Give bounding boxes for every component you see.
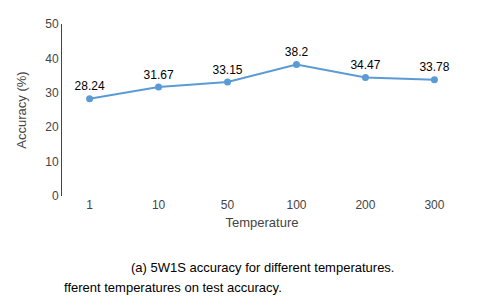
svg-text:1: 1 xyxy=(86,198,93,212)
svg-text:31.67: 31.67 xyxy=(144,68,174,82)
svg-text:300: 300 xyxy=(424,198,444,212)
svg-text:Accuracy (%): Accuracy (%) xyxy=(14,71,29,148)
svg-text:10: 10 xyxy=(152,198,166,212)
svg-text:33.15: 33.15 xyxy=(213,63,243,77)
svg-text:38.2: 38.2 xyxy=(285,45,309,59)
svg-text:Temperature: Temperature xyxy=(226,215,299,230)
svg-text:50: 50 xyxy=(221,198,235,212)
svg-text:50: 50 xyxy=(45,17,59,31)
svg-text:(a) 5W1S accuracy for differen: (a) 5W1S accuracy for different temperat… xyxy=(131,260,394,275)
svg-text:200: 200 xyxy=(355,198,375,212)
svg-text:fferent temperatures on test a: fferent temperatures on test accuracy. xyxy=(64,280,282,295)
svg-text:100: 100 xyxy=(286,198,306,212)
svg-text:30: 30 xyxy=(45,86,59,100)
svg-text:10: 10 xyxy=(45,155,59,169)
svg-text:28.24: 28.24 xyxy=(75,79,105,93)
svg-text:20: 20 xyxy=(45,120,59,134)
svg-text:34.47: 34.47 xyxy=(350,58,380,72)
svg-text:40: 40 xyxy=(45,52,59,66)
svg-text:33.78: 33.78 xyxy=(419,60,449,74)
svg-text:0: 0 xyxy=(52,189,59,203)
